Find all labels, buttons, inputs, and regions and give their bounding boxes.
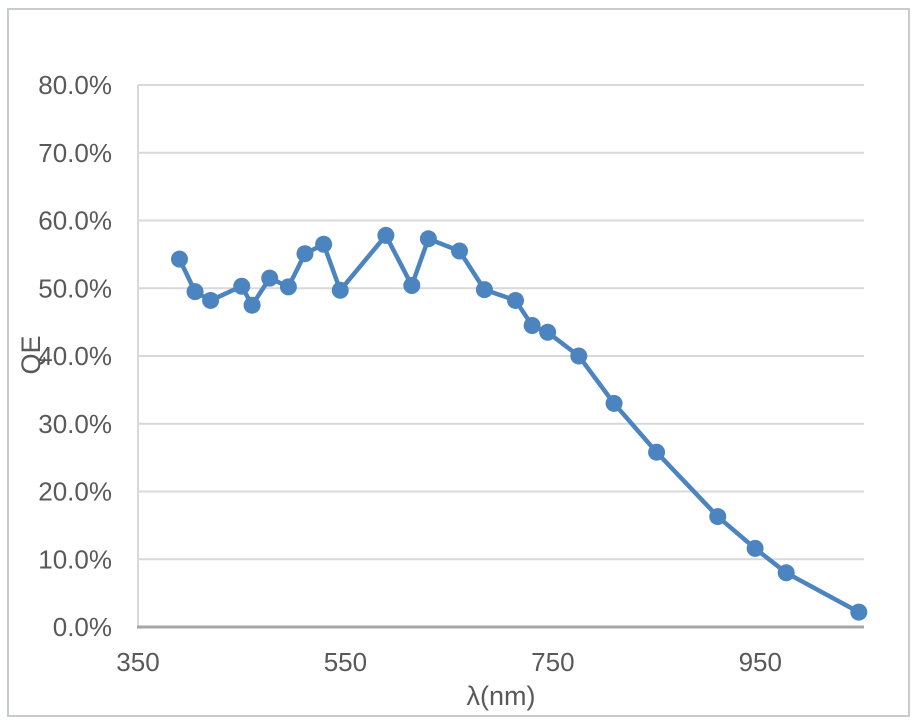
chart-area-border [7,8,910,717]
qe-data-point-marker [403,277,421,295]
y-tick-label: 50.0% [38,273,112,303]
qe-data-point-marker [850,603,868,621]
qe-data-point-marker [746,539,764,557]
qe-data-point-marker [170,250,188,268]
x-tick-label: 350 [116,647,159,677]
qe-data-point-marker [570,347,588,365]
qe-data-point-marker [261,269,279,287]
y-tick-label: 10.0% [38,544,112,574]
x-tick-label: 950 [739,647,782,677]
qe-data-point-marker [451,242,469,260]
x-axis-title: λ(nm) [466,681,536,711]
qe-data-point-marker [605,394,623,412]
qe-data-point-marker [331,281,349,299]
qe-data-point-marker [648,443,666,461]
y-tick-label: 80.0% [38,70,112,100]
qe-data-point-marker [777,564,795,582]
qe-data-point-marker [539,323,557,341]
qe-data-point-marker [279,278,297,296]
qe-data-point-marker [475,281,493,299]
qe-data-point-marker [202,291,220,309]
x-tick-label: 750 [531,647,574,677]
y-tick-label: 40.0% [38,341,112,371]
y-tick-label: 30.0% [38,409,112,439]
qe-data-point-marker [233,277,251,295]
y-tick-label: 20.0% [38,477,112,507]
qe-data-point-marker [315,235,333,253]
x-tick-label: 550 [324,647,367,677]
qe-data-point-marker [709,508,727,526]
y-axis-title: QE [16,335,47,375]
qe-data-point-marker [243,296,261,314]
y-tick-label: 70.0% [38,138,112,168]
qe-data-point-marker [507,291,525,309]
qe-data-point-marker [186,283,204,301]
y-tick-label: 60.0% [38,206,112,236]
qe-data-point-marker [419,230,437,248]
qe-data-point-marker [523,317,541,335]
qe-data-point-marker [377,226,395,244]
qe-data-point-marker [296,245,314,263]
y-tick-label: 0.0% [53,612,112,642]
